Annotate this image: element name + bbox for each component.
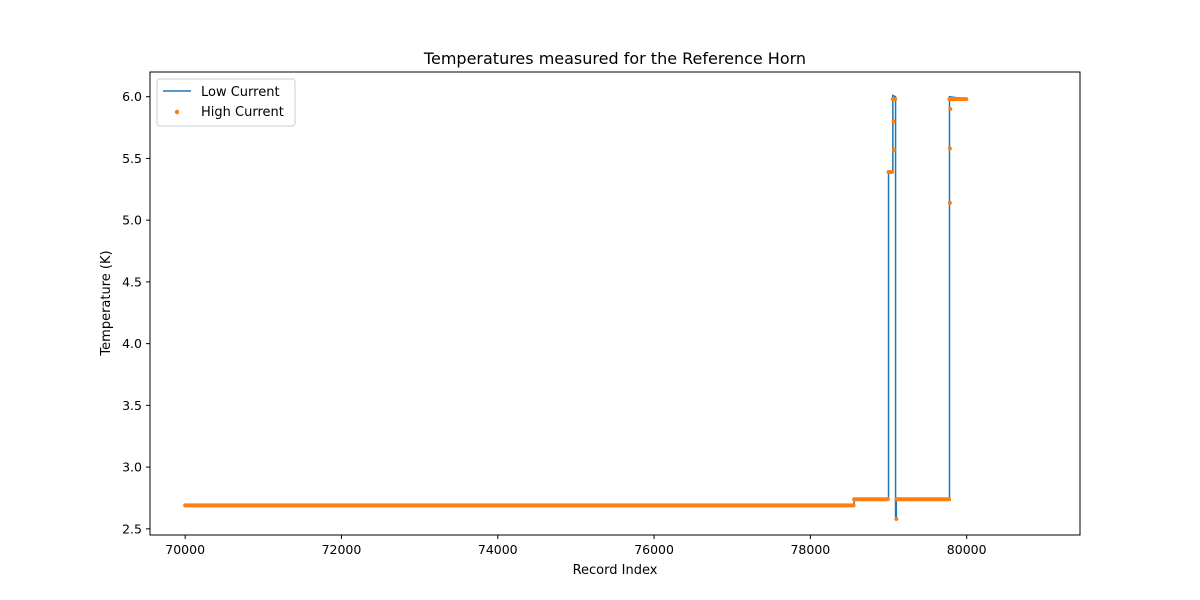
x-tick-label: 78000 (790, 542, 830, 557)
data-point (885, 497, 890, 502)
y-tick-label: 3.0 (122, 460, 142, 475)
x-tick-label: 74000 (478, 542, 518, 557)
y-tick-label: 5.5 (122, 151, 142, 166)
x-tick-label: 70000 (165, 542, 205, 557)
x-tick-label: 72000 (322, 542, 362, 557)
data-point (947, 497, 952, 502)
legend: Low Current High Current (156, 78, 296, 127)
y-tick-label: 4.0 (122, 336, 142, 351)
data-point (891, 119, 896, 124)
y-tick-label: 5.0 (122, 213, 142, 228)
data-point (890, 170, 895, 175)
y-tick-label: 3.5 (122, 398, 142, 413)
chart-title: Temperatures measured for the Reference … (423, 49, 806, 68)
data-point (964, 97, 969, 102)
x-axis-label: Record Index (573, 563, 658, 578)
x-axis: 70000 72000 74000 76000 78000 80000 (165, 535, 987, 557)
y-axis: 2.5 3.0 3.5 4.0 4.5 5.0 5.5 6.0 (122, 89, 150, 536)
data-point (948, 107, 953, 112)
data-point (947, 200, 952, 205)
data-point (851, 503, 856, 508)
data-point (894, 516, 899, 521)
y-axis-label: Temperature (K) (99, 250, 114, 356)
plot-area (183, 94, 969, 521)
legend-box (156, 78, 296, 127)
legend-label-high-current: High Current (201, 105, 284, 120)
legend-label-low-current: Low Current (201, 85, 280, 100)
y-tick-label: 6.0 (122, 89, 142, 104)
y-tick-label: 2.5 (122, 521, 142, 536)
x-tick-label: 80000 (947, 542, 987, 557)
legend-marker-swatch (174, 109, 180, 115)
data-point (947, 146, 952, 151)
data-point (892, 147, 896, 152)
data-point (893, 97, 898, 102)
x-tick-label: 76000 (634, 542, 674, 557)
plot-frame (149, 71, 1081, 536)
series-high-current-points (183, 97, 969, 521)
y-tick-label: 4.5 (122, 274, 142, 289)
